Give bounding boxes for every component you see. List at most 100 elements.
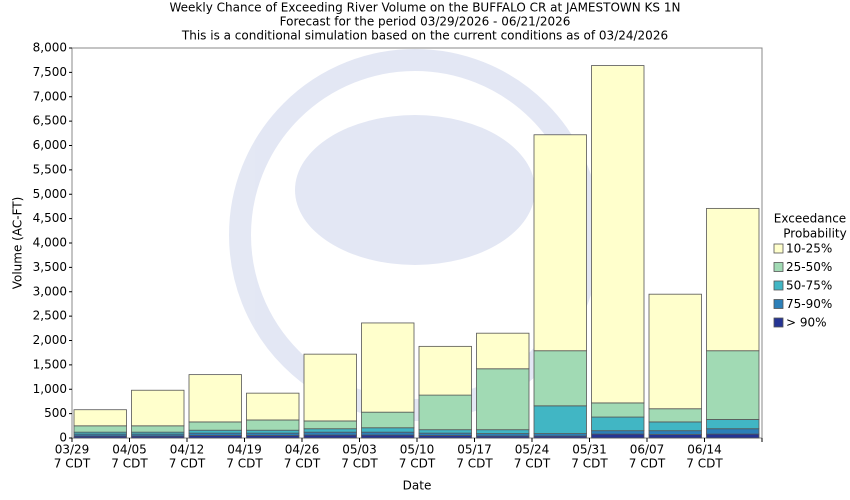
bar-segment bbox=[706, 350, 760, 420]
bar-segment bbox=[476, 332, 530, 370]
bar-segment bbox=[303, 353, 357, 422]
bar-segment bbox=[591, 416, 645, 432]
bar-segment bbox=[706, 207, 760, 352]
legend-label: 75-90% bbox=[786, 297, 832, 311]
x-axis-title: Date bbox=[403, 479, 432, 493]
y-tick-label: 5,000 bbox=[33, 187, 67, 201]
legend-swatch bbox=[773, 317, 784, 328]
y-tick-label: 1,500 bbox=[33, 357, 67, 371]
bar-segment bbox=[303, 420, 357, 430]
bar-segment bbox=[361, 322, 415, 413]
legend-swatch bbox=[773, 299, 784, 309]
bar-segment bbox=[591, 433, 645, 439]
legend-swatch bbox=[773, 243, 784, 254]
y-axis-title: Volume (AC-FT) bbox=[11, 197, 25, 290]
x-tick-label: 04/05 bbox=[112, 443, 147, 457]
chart-title: Forecast for the period 03/29/2026 - 06/… bbox=[280, 15, 571, 29]
bar-segment bbox=[648, 434, 702, 439]
x-tick-label: 7 CDT bbox=[284, 457, 321, 471]
bar-segment bbox=[591, 65, 645, 404]
x-tick-label: 7 CDT bbox=[54, 457, 91, 471]
bar-segment bbox=[476, 368, 530, 431]
y-tick-label: 7,000 bbox=[33, 89, 67, 103]
y-tick-label: 6,000 bbox=[33, 138, 67, 152]
legend-swatch bbox=[773, 280, 784, 291]
bar-segment bbox=[476, 429, 530, 435]
legend-label: 10-25% bbox=[786, 242, 832, 256]
bar-segment bbox=[303, 431, 357, 436]
bar-segment bbox=[303, 428, 357, 433]
bar-segment bbox=[361, 427, 415, 433]
bar-segment bbox=[303, 434, 357, 439]
x-tick-label: 04/19 bbox=[227, 443, 262, 457]
x-tick-label: 03/29 bbox=[55, 443, 90, 457]
bar-segment bbox=[246, 429, 300, 434]
bar-segment bbox=[188, 429, 242, 434]
watermark bbox=[229, 49, 601, 421]
bar-segment bbox=[706, 433, 760, 439]
y-tick-label: 5,500 bbox=[33, 162, 67, 176]
y-tick-label: 3,000 bbox=[33, 284, 67, 298]
bar-segment bbox=[73, 409, 127, 427]
chart-title: This is a conditional simulation based o… bbox=[181, 29, 668, 43]
x-tick-label: 7 CDT bbox=[226, 457, 263, 471]
bar-segment bbox=[591, 402, 645, 418]
bar-segment bbox=[648, 421, 702, 432]
y-tick-label: 6,500 bbox=[33, 114, 67, 128]
x-tick-label: 7 CDT bbox=[169, 457, 206, 471]
x-tick-label: 05/17 bbox=[457, 443, 492, 457]
bar-segment bbox=[648, 430, 702, 435]
bar-segment bbox=[73, 425, 127, 433]
x-tick-label: 7 CDT bbox=[571, 457, 608, 471]
x-tick-label: 06/14 bbox=[687, 443, 722, 457]
bar-segment bbox=[188, 374, 242, 423]
y-tick-label: 4,500 bbox=[33, 211, 67, 225]
x-tick-label: 04/12 bbox=[170, 443, 205, 457]
legend-label: 25-50% bbox=[786, 260, 832, 274]
bar-segment bbox=[361, 411, 415, 429]
legend-label: 50-75% bbox=[786, 279, 832, 293]
x-tick-label: 7 CDT bbox=[686, 457, 723, 471]
x-tick-label: 7 CDT bbox=[399, 457, 436, 471]
x-tick-label: 7 CDT bbox=[111, 457, 148, 471]
bar-segment bbox=[706, 419, 760, 430]
x-tick-label: 06/07 bbox=[630, 443, 665, 457]
legend-title: Probability bbox=[783, 227, 846, 241]
bar-segment bbox=[533, 405, 587, 435]
y-tick-label: 1,000 bbox=[33, 382, 67, 396]
chart-title: Weekly Chance of Exceeding River Volume … bbox=[170, 1, 681, 15]
bar-segment bbox=[246, 419, 300, 431]
bar-segment bbox=[418, 394, 472, 431]
y-tick-label: 8,000 bbox=[33, 41, 67, 55]
x-tick-label: 05/10 bbox=[400, 443, 435, 457]
x-tick-label: 7 CDT bbox=[514, 457, 551, 471]
bar-segment bbox=[706, 428, 760, 435]
bar-segment bbox=[591, 430, 645, 435]
y-tick-label: 4,000 bbox=[33, 236, 67, 250]
bar-segment bbox=[418, 345, 472, 396]
bar-segment bbox=[648, 408, 702, 423]
bar-segment bbox=[246, 392, 300, 421]
bar-segment bbox=[648, 293, 702, 410]
bar-segment bbox=[188, 421, 242, 431]
x-tick-label: 04/26 bbox=[285, 443, 320, 457]
legend-title: Exceedance bbox=[774, 212, 846, 226]
bar-segment bbox=[533, 350, 587, 407]
bar-segment bbox=[361, 431, 415, 436]
x-tick-label: 7 CDT bbox=[456, 457, 493, 471]
bar-segment bbox=[131, 425, 185, 433]
bar-segment bbox=[131, 389, 185, 427]
y-tick-label: 7,500 bbox=[33, 65, 67, 79]
y-tick-label: 500 bbox=[44, 406, 67, 420]
x-tick-label: 05/03 bbox=[342, 443, 377, 457]
bar-segment bbox=[361, 434, 415, 439]
x-tick-label: 05/24 bbox=[515, 443, 550, 457]
bar-segment bbox=[533, 134, 587, 352]
bar-segment bbox=[418, 429, 472, 434]
y-tick-label: 0 bbox=[59, 431, 67, 445]
x-tick-label: 7 CDT bbox=[629, 457, 666, 471]
x-tick-label: 7 CDT bbox=[341, 457, 378, 471]
legend-swatch bbox=[773, 262, 784, 272]
